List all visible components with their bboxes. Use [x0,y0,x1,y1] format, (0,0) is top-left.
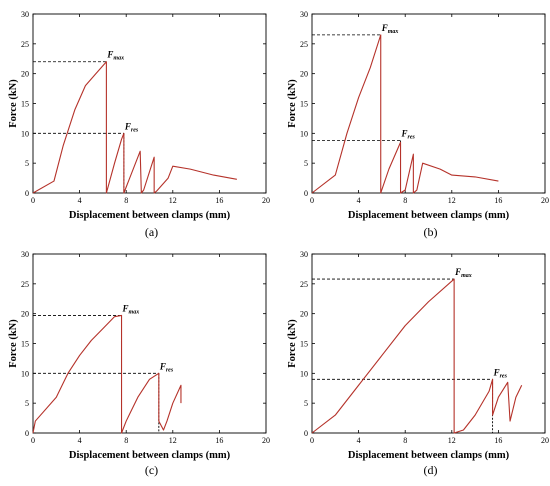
annotation-f-res: Fres [401,128,416,140]
y-axis-title: Force (kN) [287,319,298,368]
y-axis-title: Force (kN) [8,79,19,128]
x-tick-label: 12 [169,196,177,205]
x-tick-label: 16 [494,196,502,205]
x-tick-label: 4 [357,436,361,445]
x-tick-label: 0 [310,436,314,445]
y-tick-label: 10 [300,369,308,378]
y-tick-label: 30 [21,10,29,19]
y-axis-title: Force (kN) [8,319,19,368]
x-tick-label: 20 [262,436,270,445]
x-tick-label: 12 [448,436,456,445]
plot-frame [32,253,267,434]
plot-frame [311,253,546,434]
chart-panel: 0 4 8 12 16 20 0 5 10 15 20 25 30 Displacement betwee… [287,250,549,477]
y-tick-label: 15 [300,100,308,109]
y-tick-label: 25 [300,280,308,289]
x-tick-label: 8 [124,436,128,445]
force-displacement-curve [311,278,523,434]
annotation-f-res: Fres [159,361,174,373]
y-tick-label: 0 [25,429,29,438]
x-tick-label: 12 [169,436,177,445]
y-tick-label: 15 [21,340,29,349]
y-tick-label: 20 [21,70,29,79]
y-tick-label: 5 [25,399,29,408]
x-axis-title: Displacement between clamps (mm) [69,450,231,461]
force-displacement-curve [311,34,499,194]
chart-panel: 0 4 8 12 16 20 0 5 10 15 20 25 30 Displacement betwee… [8,10,270,239]
x-tick-label: 12 [448,196,456,205]
y-tick-label: 10 [300,129,308,138]
annotation-f-res: Fres [124,121,139,133]
x-tick-label: 20 [541,436,549,445]
y-tick-label: 30 [21,250,29,259]
y-tick-label: 5 [25,159,29,168]
y-axis-title: Force (kN) [287,79,298,128]
force-displacement-curve [32,314,182,434]
y-tick-label: 25 [21,40,29,49]
force-displacement-curve [32,61,237,194]
plot-frame [32,13,267,194]
panel-label: (a) [145,225,158,239]
plot-frame [311,13,546,194]
y-tick-label: 20 [21,310,29,319]
x-tick-label: 16 [215,436,223,445]
annotation-f-max: Fmax [381,23,399,35]
panel-label: (b) [424,225,438,239]
y-tick-label: 30 [300,250,308,259]
annotation-f-max: Fmax [122,303,140,315]
x-tick-label: 8 [403,196,407,205]
x-tick-label: 4 [78,196,82,205]
x-tick-label: 16 [494,436,502,445]
annotation-f-max: Fmax [454,267,472,279]
panel-label: (d) [424,463,438,477]
y-tick-label: 0 [304,429,308,438]
x-tick-label: 8 [124,196,128,205]
y-tick-label: 15 [21,100,29,109]
x-tick-label: 0 [31,196,35,205]
annotation-f-max: Fmax [106,50,124,62]
x-axis-title: Displacement between clamps (mm) [348,210,510,221]
x-tick-label: 16 [215,196,223,205]
y-tick-label: 20 [300,70,308,79]
y-tick-label: 10 [21,369,29,378]
x-tick-label: 0 [31,436,35,445]
x-tick-label: 8 [403,436,407,445]
annotation-f-res: Fres [493,367,508,379]
y-tick-label: 25 [300,40,308,49]
x-tick-label: 20 [541,196,549,205]
x-axis-title: Displacement between clamps (mm) [348,450,510,461]
y-tick-label: 10 [21,129,29,138]
x-axis-title: Displacement between clamps (mm) [69,210,231,221]
y-tick-label: 15 [300,340,308,349]
chart-panel: 0 4 8 12 16 20 0 5 10 15 20 25 30 Displacement betwee… [287,10,549,239]
y-tick-label: 30 [300,10,308,19]
panel-label: (c) [145,463,158,477]
x-tick-label: 4 [78,436,82,445]
x-tick-label: 4 [357,196,361,205]
y-tick-label: 25 [21,280,29,289]
y-tick-label: 0 [25,189,29,198]
y-tick-label: 5 [304,399,308,408]
x-tick-label: 0 [310,196,314,205]
x-tick-label: 20 [262,196,270,205]
y-tick-label: 0 [304,189,308,198]
chart-panel: 0 4 8 12 16 20 0 5 10 15 20 25 30 Displacement betwee… [8,250,270,477]
y-tick-label: 20 [300,310,308,319]
y-tick-label: 5 [304,159,308,168]
